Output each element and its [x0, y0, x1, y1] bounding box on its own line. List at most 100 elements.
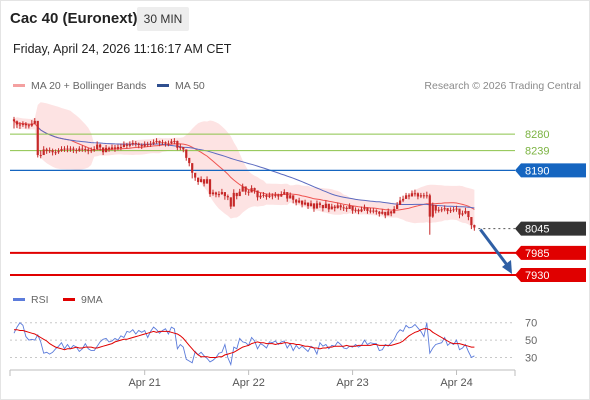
candle-body — [318, 203, 322, 205]
candle-body — [75, 149, 78, 151]
candle-body — [116, 147, 120, 149]
candle-body — [440, 209, 443, 211]
candle-body — [330, 206, 333, 210]
candle-body — [51, 150, 54, 153]
candle-body — [66, 148, 69, 150]
candle-body — [235, 192, 238, 197]
candle-body — [107, 147, 111, 150]
level-label-2: 8190 — [525, 165, 549, 177]
candle-body — [48, 150, 51, 152]
candle-body — [333, 206, 336, 209]
level-box-5 — [515, 267, 586, 282]
candle-body — [229, 197, 232, 207]
candle-body — [422, 195, 425, 197]
candle-body — [321, 204, 324, 209]
candle-body — [259, 195, 262, 198]
timestamp: Friday, April 24, 2026 11:16:17 AM CET — [13, 42, 232, 56]
candle-body — [404, 195, 408, 199]
candle-body — [372, 210, 375, 212]
candle-body — [369, 210, 372, 212]
price-chart: 8280 8239 8190 8045 7985 7930 — [10, 102, 586, 282]
candle-body — [93, 149, 96, 151]
ma20-line — [13, 120, 475, 211]
candle-body — [81, 148, 84, 150]
candle-body — [363, 207, 366, 210]
legend-ma50-label: MA 50 — [175, 80, 205, 92]
candle-body — [140, 145, 143, 147]
candle-body — [72, 148, 75, 150]
level-box-4 — [515, 245, 586, 260]
candle-body — [306, 202, 310, 207]
ma9-swatch — [63, 297, 75, 301]
candle-body — [443, 208, 446, 210]
candle-body — [205, 179, 209, 184]
candle-body — [357, 209, 360, 212]
candle-body — [110, 147, 114, 150]
candle-body — [90, 150, 93, 152]
candle-body — [300, 200, 304, 205]
candle-body — [173, 140, 176, 142]
candle-body — [431, 204, 434, 217]
research-credit: Research © 2026 Trading Central — [424, 80, 581, 92]
candle-body — [268, 195, 271, 197]
candle-body — [84, 149, 87, 151]
candle-body — [348, 205, 351, 209]
candle-body — [354, 209, 357, 211]
candle-body — [60, 149, 63, 151]
candle-body — [244, 186, 247, 192]
legend-rsi-label: RSI — [31, 294, 49, 306]
candle-body — [277, 194, 280, 197]
candle-body — [274, 194, 277, 197]
candle-body — [238, 191, 241, 197]
candle-body — [194, 172, 197, 178]
ma50-swatch — [157, 83, 169, 87]
candle-body — [78, 148, 81, 151]
candle-body — [399, 200, 402, 205]
candle-body — [416, 193, 420, 197]
legend-ma50: MA 50 — [157, 80, 205, 92]
candle-body — [345, 207, 348, 209]
candle-body — [128, 144, 131, 146]
candle-body — [12, 119, 16, 122]
candle-body — [208, 179, 212, 195]
forecast-arrow-head — [502, 259, 512, 274]
candle-body — [57, 150, 60, 153]
candle-body — [324, 203, 327, 209]
candle-body — [452, 209, 455, 211]
candle-body — [214, 192, 218, 195]
candle-body — [45, 149, 48, 152]
candle-body — [122, 144, 125, 148]
candle-body — [378, 211, 381, 214]
timeframe-badge[interactable]: 30 MIN — [137, 7, 189, 31]
candle-body — [253, 188, 256, 191]
candle-body — [247, 191, 250, 193]
candle-body — [396, 204, 399, 209]
candle-body — [63, 148, 66, 150]
candle-body — [312, 203, 316, 209]
candle-body — [164, 142, 167, 144]
candle-body — [381, 211, 384, 214]
forecast-arrow-shaft — [479, 228, 512, 270]
candle-body — [289, 195, 292, 199]
candle-body — [419, 195, 422, 197]
candle-body — [434, 204, 437, 211]
candle-body — [36, 120, 39, 156]
candle-body — [387, 211, 390, 216]
candle-body — [393, 208, 396, 214]
candle-body — [390, 211, 393, 214]
candle-body — [461, 213, 464, 215]
candle-body — [327, 203, 330, 210]
candle-body — [470, 217, 473, 226]
candle-body — [410, 193, 414, 197]
candle-body — [315, 203, 319, 209]
candle-body — [54, 152, 57, 154]
legend-rsi: RSI — [13, 294, 49, 306]
candle-body — [42, 149, 45, 156]
candle-body — [339, 205, 342, 208]
candle-body — [292, 195, 295, 200]
candle-body — [161, 142, 164, 144]
candle-body — [232, 192, 235, 207]
candle-body — [149, 143, 152, 145]
instrument-title: Cac 40 (Euronext) — [10, 10, 138, 27]
